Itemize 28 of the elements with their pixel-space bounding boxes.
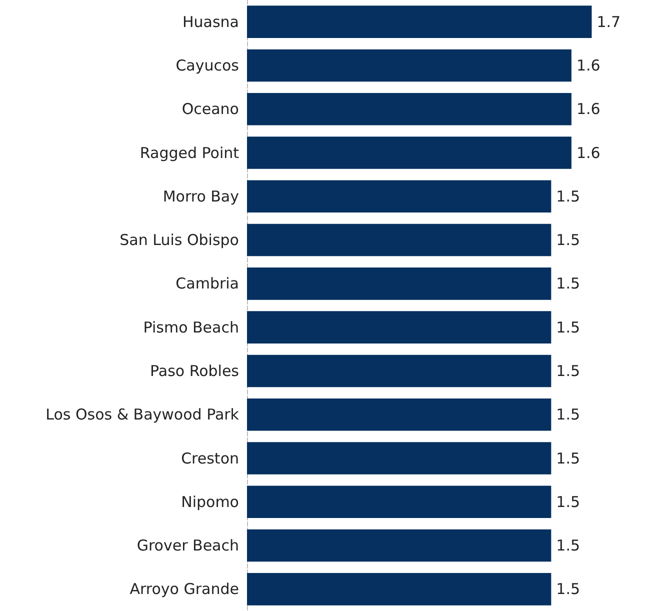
y-tick-label: Arroyo Grande: [130, 580, 239, 598]
data-label: 1.6: [576, 144, 600, 162]
y-tick-label: Paso Robles: [150, 362, 240, 380]
y-tick-label: Ragged Point: [140, 144, 240, 162]
data-label: 1.5: [556, 318, 580, 336]
data-label: 1.5: [556, 449, 580, 468]
y-tick-label: Cayucos: [176, 56, 240, 74]
data-label: 1.5: [556, 580, 580, 598]
data-label: 1.5: [556, 536, 580, 555]
data-label: 1.7: [596, 12, 621, 31]
y-tick-label: Los Osos & Baywood Park: [46, 406, 240, 424]
data-label: 1.5: [556, 362, 580, 380]
y-tick-label: Grover Beach: [136, 536, 239, 555]
y-tick-label: San Luis Obispo: [120, 231, 239, 250]
data-label: 1.5: [556, 231, 580, 250]
y-tick-label: Cambria: [176, 274, 239, 293]
y-tick-label: Pismo Beach: [143, 318, 239, 336]
y-tick-label: Huasna: [182, 12, 239, 31]
data-label: 1.6: [576, 100, 600, 118]
y-tick-label: Morro Bay: [162, 187, 240, 206]
data-label: 1.6: [576, 56, 600, 74]
data-label: 1.5: [556, 274, 580, 293]
data-label: 1.5: [556, 406, 580, 424]
data-label: 1.5: [556, 187, 580, 206]
y-tick-label: Creston: [181, 449, 239, 468]
y-tick-label: Oceano: [182, 100, 239, 118]
y-tick-label: Nipomo: [181, 492, 239, 511]
data-label: 1.5: [556, 492, 580, 511]
